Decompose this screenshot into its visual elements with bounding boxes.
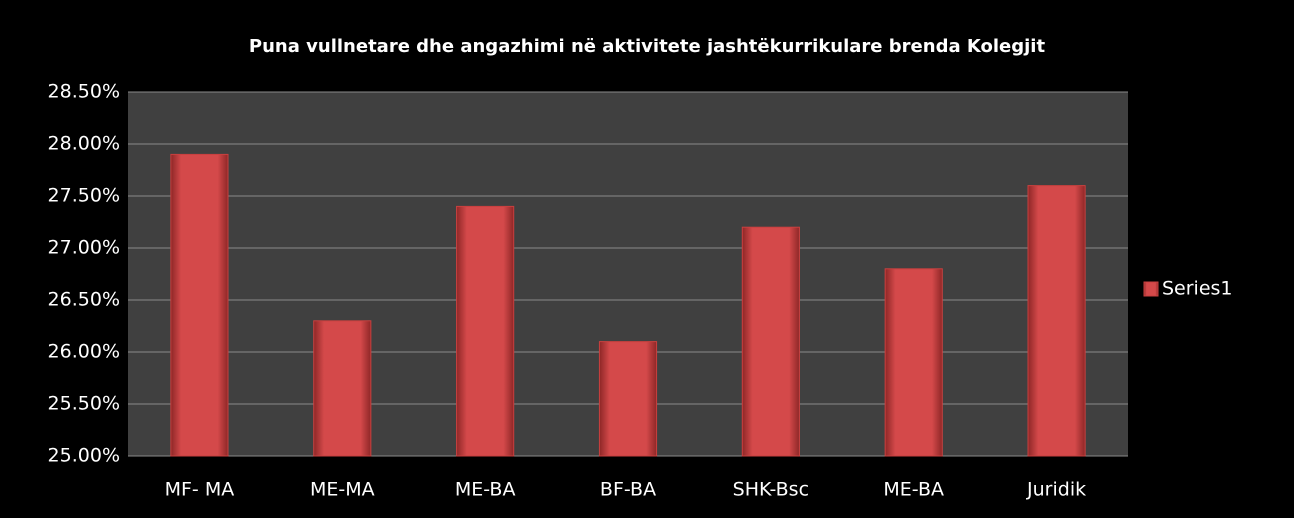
x-tick-label: ME-MA bbox=[310, 479, 375, 501]
bar bbox=[1027, 185, 1086, 457]
legend-swatch bbox=[1143, 281, 1159, 297]
y-tick-label: 27.50% bbox=[48, 185, 120, 207]
x-tick-label: MF- MA bbox=[165, 479, 235, 501]
bar bbox=[741, 226, 800, 457]
legend-label: Series1 bbox=[1162, 278, 1233, 300]
bar bbox=[313, 320, 372, 457]
bar bbox=[170, 153, 229, 457]
x-tick-label: Juridik bbox=[1026, 479, 1086, 501]
x-tick-label: BF-BA bbox=[600, 479, 656, 501]
x-tick-label: ME-BA bbox=[455, 479, 516, 501]
bar bbox=[598, 341, 658, 457]
bar bbox=[456, 205, 515, 457]
y-tick-label: 26.50% bbox=[48, 289, 120, 311]
y-tick-label: 28.50% bbox=[48, 81, 120, 103]
y-tick-label: 28.00% bbox=[48, 133, 120, 155]
x-tick-label: ME-BA bbox=[883, 479, 944, 501]
x-tick-label: SHK-Bsc bbox=[733, 479, 809, 501]
bar bbox=[884, 268, 943, 457]
y-tick-label: 26.00% bbox=[48, 341, 120, 363]
chart-title: Puna vullnetare dhe angazhimi në aktivit… bbox=[249, 36, 1046, 57]
y-tick-label: 27.00% bbox=[48, 237, 120, 259]
y-tick-label: 25.50% bbox=[48, 393, 120, 415]
y-tick-label: 25.00% bbox=[48, 445, 120, 467]
